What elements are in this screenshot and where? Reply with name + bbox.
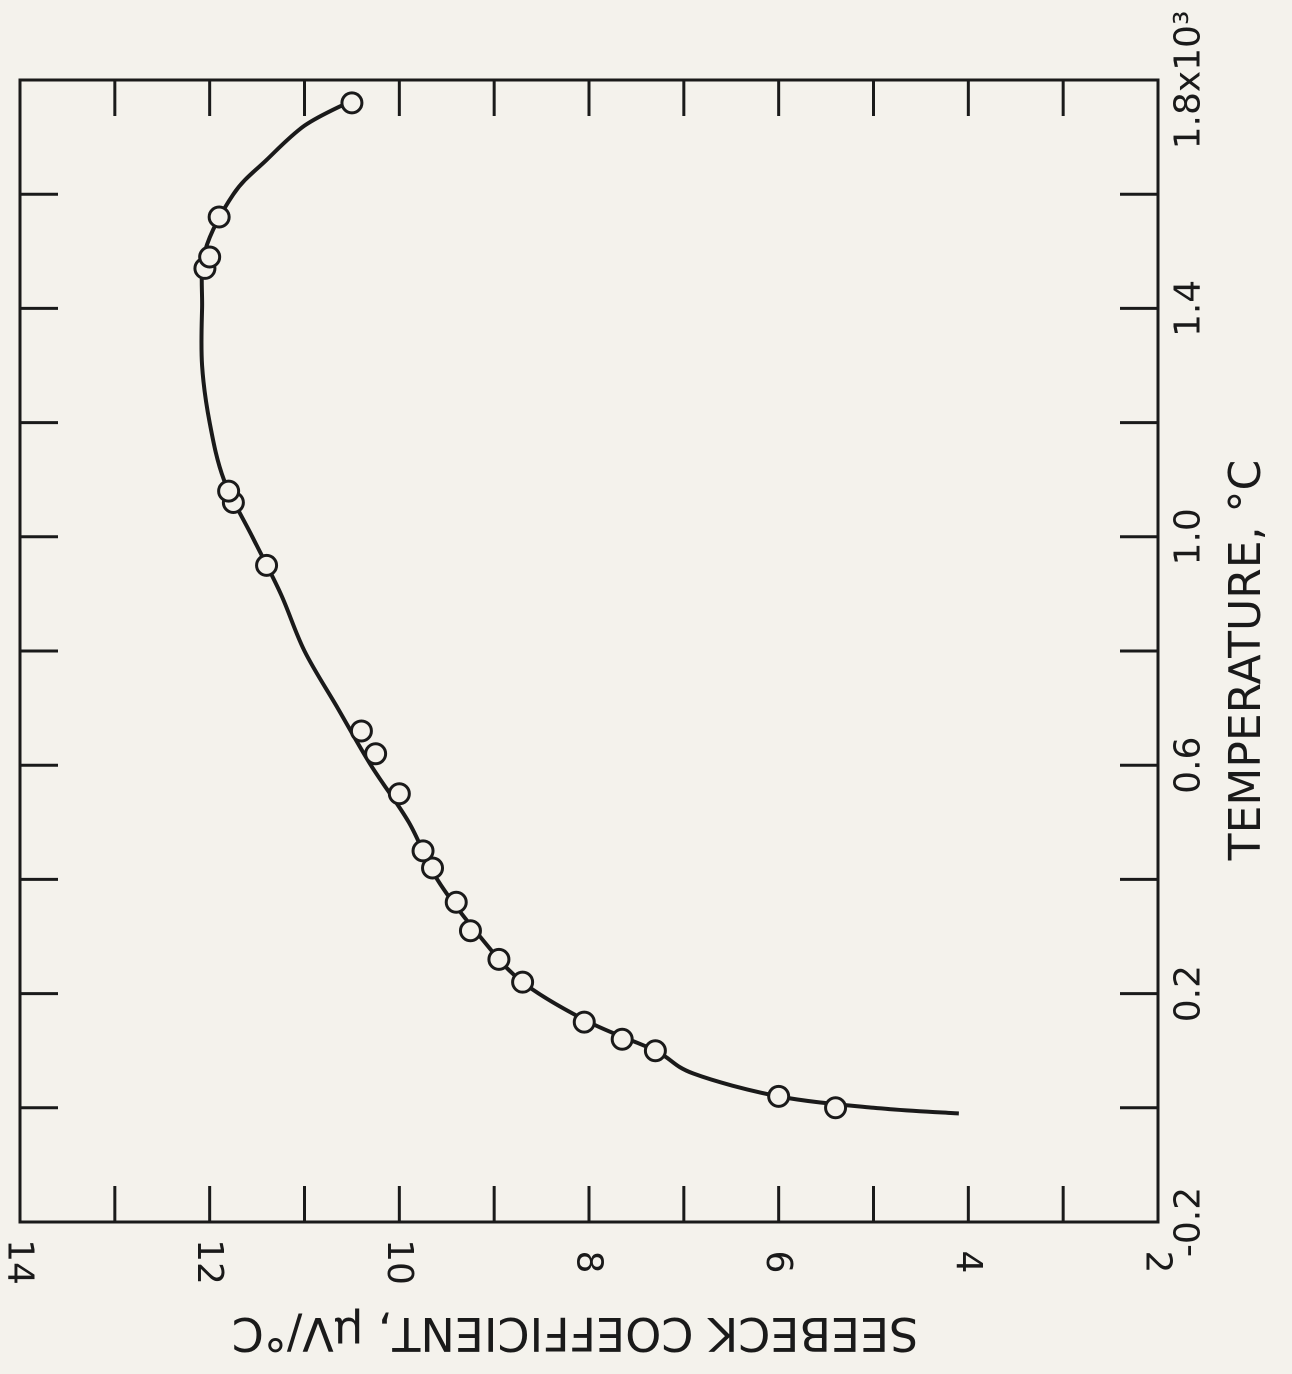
- data-point: [217, 479, 241, 503]
- data-point: [610, 1027, 634, 1051]
- data-point: [198, 245, 222, 269]
- y-tick-label: 2: [1138, 1251, 1179, 1274]
- data-point: [364, 742, 388, 766]
- x-axis-label: TEMPERATURE, °C: [1220, 460, 1271, 862]
- y-tick-label: 12: [189, 1239, 230, 1285]
- x-tick-label: 0.6: [1168, 737, 1209, 794]
- data-point: [767, 1084, 791, 1108]
- x-tick-label: 1.0: [1168, 508, 1209, 565]
- data-point: [421, 856, 445, 880]
- data-point: [411, 839, 435, 863]
- data-point: [340, 91, 364, 115]
- x-tick-label: 0.2: [1168, 965, 1209, 1022]
- y-tick-label: 10: [379, 1239, 420, 1285]
- data-point: [458, 919, 482, 943]
- x-tick-label: 1.4: [1168, 280, 1209, 337]
- y-tick-label: 8: [569, 1251, 610, 1274]
- data-point: [207, 205, 231, 229]
- data-point: [572, 1010, 596, 1034]
- fit-curve: [199, 101, 959, 1116]
- data-point: [824, 1096, 848, 1120]
- data-point: [444, 890, 468, 914]
- x-tick-label: 1.8x10³: [1168, 11, 1209, 150]
- y-tick-label: 14: [0, 1239, 41, 1285]
- y-axis-label: SEEBECK COEFFICIENT, μV/°C: [232, 1307, 919, 1361]
- x-axis-ticks: -0.2 0.2 0.6 1.0 1.4 1.8x10³: [20, 11, 1209, 1257]
- data-points: [193, 91, 848, 1120]
- data-point: [255, 553, 279, 577]
- y-tick-label: 4: [948, 1251, 989, 1274]
- y-axis-ticks: 2 4 6 8 10 12 14: [0, 80, 1179, 1285]
- plot-area: [18, 78, 1160, 1224]
- data-point: [487, 947, 511, 971]
- data-point: [511, 970, 535, 994]
- data-point: [643, 1039, 667, 1063]
- x-tick-label: -0.2: [1168, 1187, 1209, 1257]
- data-point: [387, 782, 411, 806]
- y-tick-label: 6: [758, 1251, 799, 1274]
- data-point: [349, 719, 373, 743]
